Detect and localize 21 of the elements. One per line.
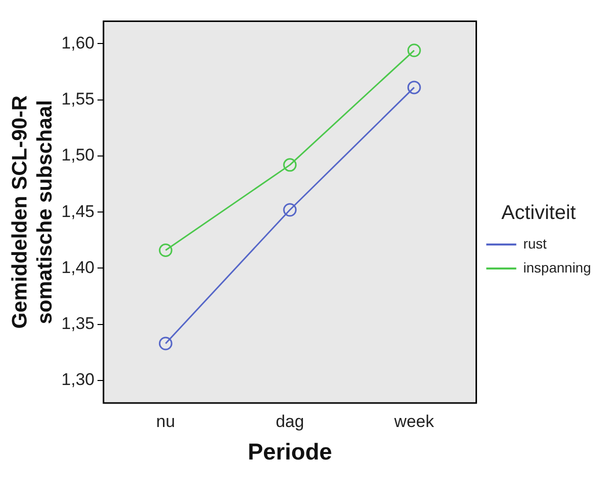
y-axis-title: Gemiddelden SCL-90-R somatische subschaal — [8, 95, 57, 329]
y-tick-label: 1,35 — [61, 314, 94, 334]
x-tick-label: nu — [156, 412, 176, 431]
x-axis-title: Periode — [248, 438, 332, 465]
y-tick-label: 1,40 — [61, 258, 94, 277]
point — [158, 336, 172, 350]
point — [283, 158, 297, 172]
point — [407, 44, 421, 58]
point — [158, 244, 172, 258]
y-tick-label: 1,30 — [61, 370, 94, 390]
legend-label: inspanning — [523, 259, 592, 276]
x-tick-label: dag — [276, 412, 304, 431]
x-tick-label: week — [393, 412, 434, 431]
y-tick-label: 1,50 — [61, 146, 94, 165]
point — [407, 80, 421, 94]
legend-title: Activiteit — [501, 202, 576, 224]
y-tick-label: 1,45 — [61, 202, 94, 221]
point — [283, 203, 297, 217]
y-tick-label: 1,60 — [61, 33, 94, 52]
legend-label: rust — [523, 235, 547, 252]
y-tick-label: 1,55 — [61, 89, 94, 108]
